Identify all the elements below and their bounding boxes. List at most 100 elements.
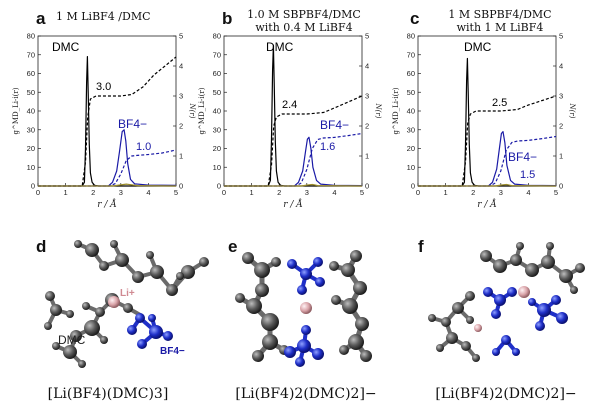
x-tick-label: 0 — [36, 188, 40, 197]
y2-tick-label: 3 — [179, 92, 183, 101]
y-tick-label: 30 — [213, 125, 221, 134]
y-tick-label: 80 — [407, 32, 415, 41]
x-tick-label: 2 — [277, 188, 281, 197]
x-tick-label: 0 — [222, 188, 226, 197]
panel-c-title-line1: 1 M SBPBF4/DMC — [448, 8, 551, 21]
panel-e-letter: e — [228, 237, 237, 256]
y-axis-label: g^MD_Li-i(r) — [198, 87, 206, 134]
series-line-2 — [38, 56, 177, 187]
y2-tick-label: 2 — [559, 122, 563, 131]
series-line-1 — [418, 131, 557, 187]
y-tick-label: 10 — [407, 163, 415, 172]
molecule-d — [44, 240, 209, 368]
y2-tick-label: 1 — [559, 152, 563, 161]
label-li-ion: Li+ — [120, 288, 135, 299]
annotation-label: BF4− — [508, 150, 537, 164]
panel-a-title: 1 M LiBF4 /DMC — [56, 10, 151, 23]
x-tick-label: 1 — [444, 188, 448, 197]
y-tick-label: 0 — [31, 182, 35, 191]
y2-tick-label: 0 — [179, 182, 183, 191]
y2-tick-label: 5 — [179, 32, 183, 41]
y-tick-label: 60 — [407, 69, 415, 78]
y-tick-label: 30 — [27, 125, 35, 134]
x-tick-label: 3 — [499, 188, 503, 197]
panel-f-letter: f — [418, 237, 424, 256]
x-axis-label: r / Å — [477, 198, 497, 210]
y-tick-label: 70 — [27, 50, 35, 59]
y2-tick-label: 5 — [559, 32, 563, 41]
y-tick-label: 0 — [411, 182, 415, 191]
panel-b-title-line1: 1.0 M SBPBF4/DMC — [247, 8, 361, 21]
panel-b-letter: b — [222, 9, 232, 28]
x-tick-label: 4 — [146, 188, 150, 197]
y2-tick-label: 4 — [365, 62, 369, 71]
y-tick-label: 80 — [213, 32, 221, 41]
series-line-0 — [38, 55, 176, 187]
y2-tick-label: 3 — [365, 92, 369, 101]
y-axis-label: g^MD_Li-i(r) — [12, 87, 20, 134]
x-tick-label: 5 — [360, 188, 364, 197]
y2-tick-label: 4 — [179, 62, 183, 71]
formula-f: [Li(BF4)2(DMC)2]− — [435, 386, 576, 402]
series-line-0 — [224, 44, 362, 187]
x-tick-label: 1 — [64, 188, 68, 197]
y-tick-label: 70 — [213, 50, 221, 59]
annotation-label: 1.0 — [136, 141, 151, 153]
panel-c-letter: c — [410, 9, 419, 28]
y-tick-label: 20 — [213, 144, 221, 153]
x-tick-label: 3 — [305, 188, 309, 197]
y-axis-label: g^MD_Li-i(r) — [392, 87, 400, 134]
annotation-label: 1.5 — [520, 169, 535, 181]
y2-tick-label: 3 — [559, 92, 563, 101]
series-line-1 — [38, 129, 177, 187]
y-tick-label: 30 — [407, 125, 415, 134]
annotation-label: BF4− — [320, 118, 349, 132]
y-tick-label: 10 — [27, 163, 35, 172]
x-axis-label: r / Å — [97, 198, 117, 210]
y-tick-label: 20 — [407, 144, 415, 153]
formula-e: [Li(BF4)2(DMC)2]− — [235, 386, 376, 402]
annotation-label: 2.5 — [492, 97, 507, 109]
y-tick-label: 70 — [407, 50, 415, 59]
x-tick-label: 2 — [91, 188, 95, 197]
label-bf4-molecule: BF4− — [160, 346, 185, 357]
molecule-e — [235, 250, 372, 367]
panel-a-letter: a — [36, 9, 46, 28]
y2-tick-label: 2 — [179, 122, 183, 131]
molecule-f — [428, 242, 585, 362]
y2-tick-label: 1 — [365, 152, 369, 161]
annotation-label: DMC — [464, 40, 492, 54]
series-line-4 — [224, 183, 363, 187]
y2-tick-label: 1 — [179, 152, 183, 161]
y-tick-label: 40 — [407, 107, 415, 116]
panel-d-letter: d — [36, 237, 46, 256]
series-line-2 — [224, 95, 363, 187]
series-line-2 — [418, 95, 557, 187]
y2-tick-label: 2 — [365, 122, 369, 131]
x-tick-label: 4 — [526, 188, 530, 197]
y2-tick-label: 0 — [365, 182, 369, 191]
y-tick-label: 50 — [27, 88, 35, 97]
label-dmc-molecule: DMC — [58, 333, 86, 347]
annotation-label: DMC — [52, 40, 80, 54]
series-line-3 — [38, 149, 177, 187]
y-tick-label: 40 — [27, 107, 35, 116]
annotation-label: 2.4 — [282, 99, 297, 111]
x-tick-label: 1 — [250, 188, 254, 197]
series-line-1 — [224, 136, 363, 187]
y2-axis-label: N(r) — [188, 103, 196, 119]
y-tick-label: 50 — [213, 88, 221, 97]
series-line-0 — [418, 57, 556, 187]
y-tick-label: 0 — [217, 182, 221, 191]
x-tick-label: 5 — [554, 188, 558, 197]
x-tick-label: 5 — [174, 188, 178, 197]
y-tick-label: 50 — [407, 88, 415, 97]
y-tick-label: 60 — [27, 69, 35, 78]
y-tick-label: 10 — [213, 163, 221, 172]
y2-axis-label: N(r) — [568, 103, 576, 119]
formula-d: [Li(BF4)(DMC)3] — [48, 386, 169, 402]
plot-frame — [223, 35, 363, 187]
